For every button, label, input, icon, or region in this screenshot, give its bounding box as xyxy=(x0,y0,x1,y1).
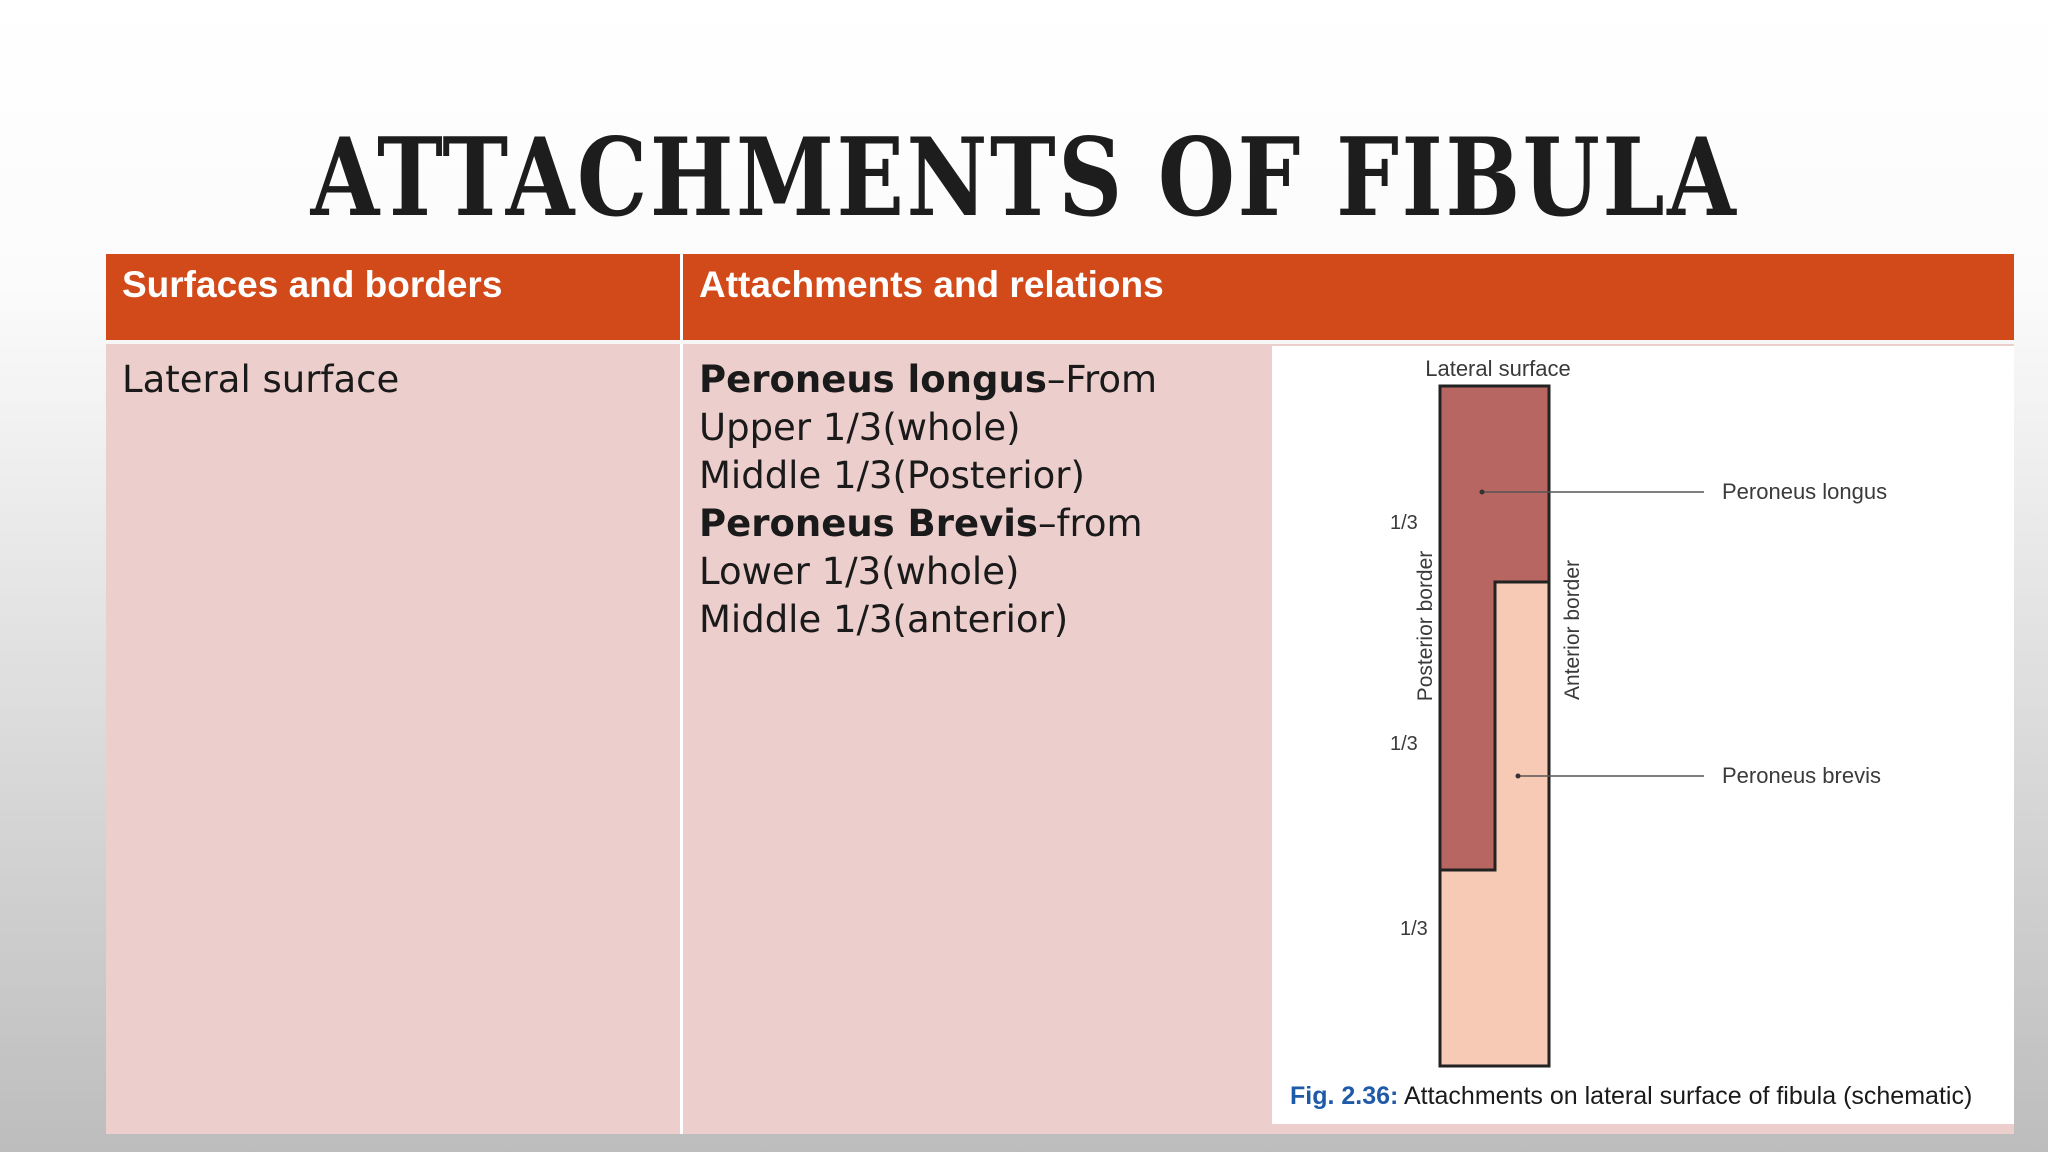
header-attachments-relations: Attachments and relations xyxy=(680,254,2014,340)
fibula-schematic: Lateral surface Peroneus longus Peroneus… xyxy=(1390,356,1887,1068)
label-peroneus-brevis: Peroneus brevis xyxy=(1722,763,1881,788)
longus-leader-dot xyxy=(1479,489,1485,495)
brevis-leader-dot xyxy=(1515,773,1521,779)
caption-figure-number: Fig. 2.36: xyxy=(1290,1082,1399,1110)
third-label-middle: 1/3 xyxy=(1390,733,1418,755)
figure-caption: Fig. 2.36: Attachments on lateral surfac… xyxy=(1290,1082,1972,1111)
posterior-border-label: Posterior border xyxy=(1414,551,1437,702)
attachment-line: Peroneus longus–From xyxy=(699,358,1158,401)
attachment-lines: Peroneus longus–From Upper 1/3(whole) Mi… xyxy=(699,356,1998,644)
table-header-row: Surfaces and borders Attachments and rel… xyxy=(106,254,2014,340)
anterior-border-label: Anterior border xyxy=(1561,560,1584,700)
header-surfaces-borders: Surfaces and borders xyxy=(122,264,503,305)
attachment-line: Lower 1/3(whole) xyxy=(699,550,1020,593)
third-label-lower: 1/3 xyxy=(1400,918,1428,940)
third-label-upper: 1/3 xyxy=(1390,512,1418,534)
surface-label: Lateral surface xyxy=(122,358,400,401)
peroneus-longus-region xyxy=(1438,384,1551,872)
attachment-line: Peroneus Brevis–from xyxy=(699,502,1143,545)
fibula-schematic-figure: Lateral surface Peroneus longus Peroneus… xyxy=(1272,346,2014,1124)
attachment-line: Upper 1/3(whole) xyxy=(699,406,1021,449)
label-peroneus-longus: Peroneus longus xyxy=(1722,479,1887,504)
attachment-line: Middle 1/3(anterior) xyxy=(699,598,1069,641)
attachment-line: Middle 1/3(Posterior) xyxy=(699,454,1085,497)
slide-title: ATTACHMENTS OF FIBULA xyxy=(310,115,1738,241)
cell-surface: Lateral surface xyxy=(106,344,680,1134)
top-label: Lateral surface xyxy=(1425,356,1571,381)
caption-text: Attachments on lateral surface of fibula… xyxy=(1403,1082,1973,1110)
